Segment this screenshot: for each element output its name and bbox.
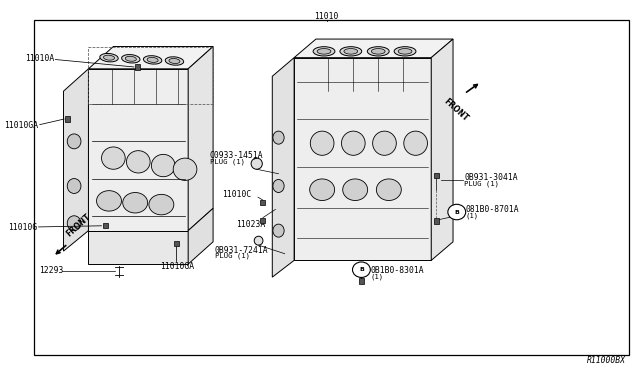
Ellipse shape [340,47,362,56]
Ellipse shape [123,193,148,213]
Ellipse shape [165,57,184,65]
Text: 081B0-8701A: 081B0-8701A [465,205,519,214]
Bar [260,200,266,205]
Ellipse shape [122,55,140,63]
Text: R11000BX: R11000BX [588,356,627,365]
Text: 0B1B0-8301A: 0B1B0-8301A [371,266,424,275]
Text: 11010A: 11010A [25,54,54,63]
Bar [434,173,438,178]
Polygon shape [88,46,213,69]
Bar [103,223,108,228]
Ellipse shape [127,151,150,173]
Polygon shape [294,58,431,260]
Bar [434,218,438,224]
Bar [135,64,140,70]
Ellipse shape [147,57,158,62]
Ellipse shape [67,216,81,231]
Text: (1): (1) [465,212,479,219]
Polygon shape [431,39,453,260]
Polygon shape [272,58,294,277]
Text: 0B931-3041A: 0B931-3041A [464,173,518,182]
Polygon shape [294,39,453,58]
Text: B: B [359,267,364,272]
Polygon shape [88,69,188,231]
Ellipse shape [372,131,396,155]
Ellipse shape [310,179,335,201]
Ellipse shape [313,47,335,56]
Ellipse shape [310,131,334,155]
Bar [65,116,70,122]
Ellipse shape [149,195,174,215]
Ellipse shape [67,179,81,193]
Ellipse shape [342,179,367,201]
Text: 11010: 11010 [314,12,339,21]
Ellipse shape [394,47,416,56]
Text: 11010GA: 11010GA [4,121,38,130]
Text: PLUG (1): PLUG (1) [215,253,250,259]
Text: FRONT: FRONT [442,97,470,123]
Ellipse shape [353,262,371,278]
Text: 11023A: 11023A [236,220,266,229]
Ellipse shape [143,56,162,64]
Ellipse shape [317,49,331,54]
Ellipse shape [273,224,284,237]
Text: PLUG (1): PLUG (1) [210,158,245,165]
Ellipse shape [169,58,180,64]
Ellipse shape [344,49,358,54]
Ellipse shape [448,204,466,220]
Ellipse shape [342,131,365,155]
Polygon shape [88,231,188,264]
Polygon shape [188,208,213,264]
Ellipse shape [398,49,412,54]
Polygon shape [188,46,213,231]
Ellipse shape [125,56,136,61]
Ellipse shape [404,131,428,155]
Ellipse shape [67,134,81,149]
Bar [260,218,266,223]
Ellipse shape [97,191,122,211]
Bar [174,241,179,246]
Ellipse shape [273,131,284,144]
Ellipse shape [173,158,197,180]
Ellipse shape [251,158,262,169]
Ellipse shape [273,180,284,193]
Text: B: B [454,209,460,215]
Text: PLUG (1): PLUG (1) [464,181,499,187]
Bar [359,278,364,283]
Ellipse shape [102,147,125,169]
Text: (1): (1) [371,273,384,280]
Ellipse shape [371,49,385,54]
Ellipse shape [152,154,175,177]
Text: 11010G: 11010G [8,223,37,232]
Ellipse shape [254,236,263,245]
Ellipse shape [100,54,118,62]
Text: C0933-1451A: C0933-1451A [210,151,264,160]
Text: FRONT: FRONT [64,212,92,239]
Text: 0B931-7241A: 0B931-7241A [215,246,269,255]
Polygon shape [63,69,88,251]
Ellipse shape [367,47,389,56]
Text: 11010GA: 11010GA [161,262,195,271]
Ellipse shape [104,55,115,60]
Ellipse shape [376,179,401,201]
Text: 11010C: 11010C [223,190,252,199]
Text: 12293: 12293 [38,266,63,275]
